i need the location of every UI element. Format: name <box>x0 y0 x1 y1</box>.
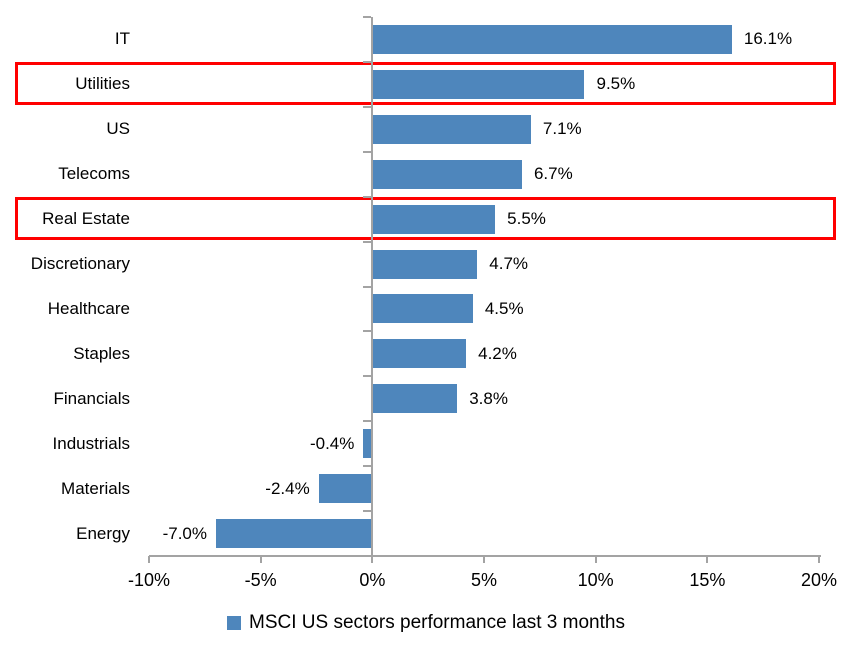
value-label: 7.1% <box>542 119 582 139</box>
value-label: -7.0% <box>162 523 207 543</box>
category-tick <box>363 465 372 468</box>
category-tick <box>363 420 372 423</box>
value-label: -2.4% <box>265 478 310 498</box>
category-tick <box>363 240 372 243</box>
value-axis-tick <box>483 556 485 563</box>
category-label: Discretionary <box>30 254 130 274</box>
value-axis-tick-label: 20% <box>800 570 838 590</box>
bar <box>372 294 473 324</box>
category-axis-line <box>371 17 374 556</box>
category-label: Utilities <box>75 74 130 94</box>
highlight-box <box>15 61 836 105</box>
category-label: US <box>106 119 130 139</box>
bar <box>363 429 373 459</box>
value-axis-tick-label: 10% <box>577 570 614 590</box>
value-label: 5.5% <box>507 209 546 229</box>
category-label: Telecoms <box>58 164 130 184</box>
value-axis-tick <box>371 556 374 563</box>
category-label: Financials <box>53 388 130 408</box>
bar <box>216 519 373 549</box>
category-label: Healthcare <box>47 298 130 318</box>
legend-swatch-icon <box>227 616 242 630</box>
category-tick <box>363 195 372 198</box>
value-label: 4.5% <box>484 298 524 318</box>
category-tick <box>363 60 372 63</box>
category-label: Energy <box>76 523 130 543</box>
category-tick <box>363 375 372 378</box>
category-tick <box>363 105 372 108</box>
category-label: Industrials <box>52 433 130 453</box>
value-label: -0.4% <box>309 433 355 453</box>
bar <box>372 339 467 369</box>
value-axis-tick <box>706 556 709 563</box>
value-axis-line <box>149 555 821 557</box>
category-tick <box>363 510 372 513</box>
value-axis-tick-label: -5% <box>244 570 277 590</box>
category-tick <box>363 330 372 333</box>
category-tick <box>363 16 372 18</box>
bar <box>372 114 531 144</box>
legend-label: MSCI US sectors performance last 3 month… <box>249 612 625 633</box>
value-axis-tick <box>594 556 597 563</box>
value-axis-tick-label: 15% <box>689 570 726 590</box>
category-label: IT <box>114 29 130 49</box>
highlight-box <box>15 196 836 240</box>
value-axis-tick <box>818 556 820 563</box>
value-axis-tick <box>148 556 150 563</box>
category-tick <box>363 150 372 153</box>
category-label: Staples <box>73 343 130 363</box>
value-label: 6.7% <box>533 164 573 184</box>
value-label: 4.2% <box>478 343 517 363</box>
value-label: 16.1% <box>743 29 793 49</box>
bar <box>318 474 373 504</box>
value-axis-tick-label: 5% <box>470 570 497 590</box>
legend: MSCI US sectors performance last 3 month… <box>0 609 852 637</box>
value-axis-tick-label: -10% <box>127 570 171 590</box>
value-axis-tick <box>259 556 262 563</box>
category-label: Real Estate <box>42 209 130 229</box>
value-label: 3.8% <box>469 388 508 408</box>
bar <box>372 384 458 414</box>
category-label: Materials <box>61 478 130 498</box>
value-axis-tick-label: 0% <box>359 570 386 590</box>
bar <box>372 249 478 279</box>
value-label: 4.7% <box>489 254 529 274</box>
category-tick <box>363 285 372 288</box>
bar <box>372 69 585 99</box>
bar <box>372 159 522 189</box>
bar <box>372 24 732 54</box>
value-label: 9.5% <box>596 74 636 94</box>
bar <box>372 204 496 234</box>
